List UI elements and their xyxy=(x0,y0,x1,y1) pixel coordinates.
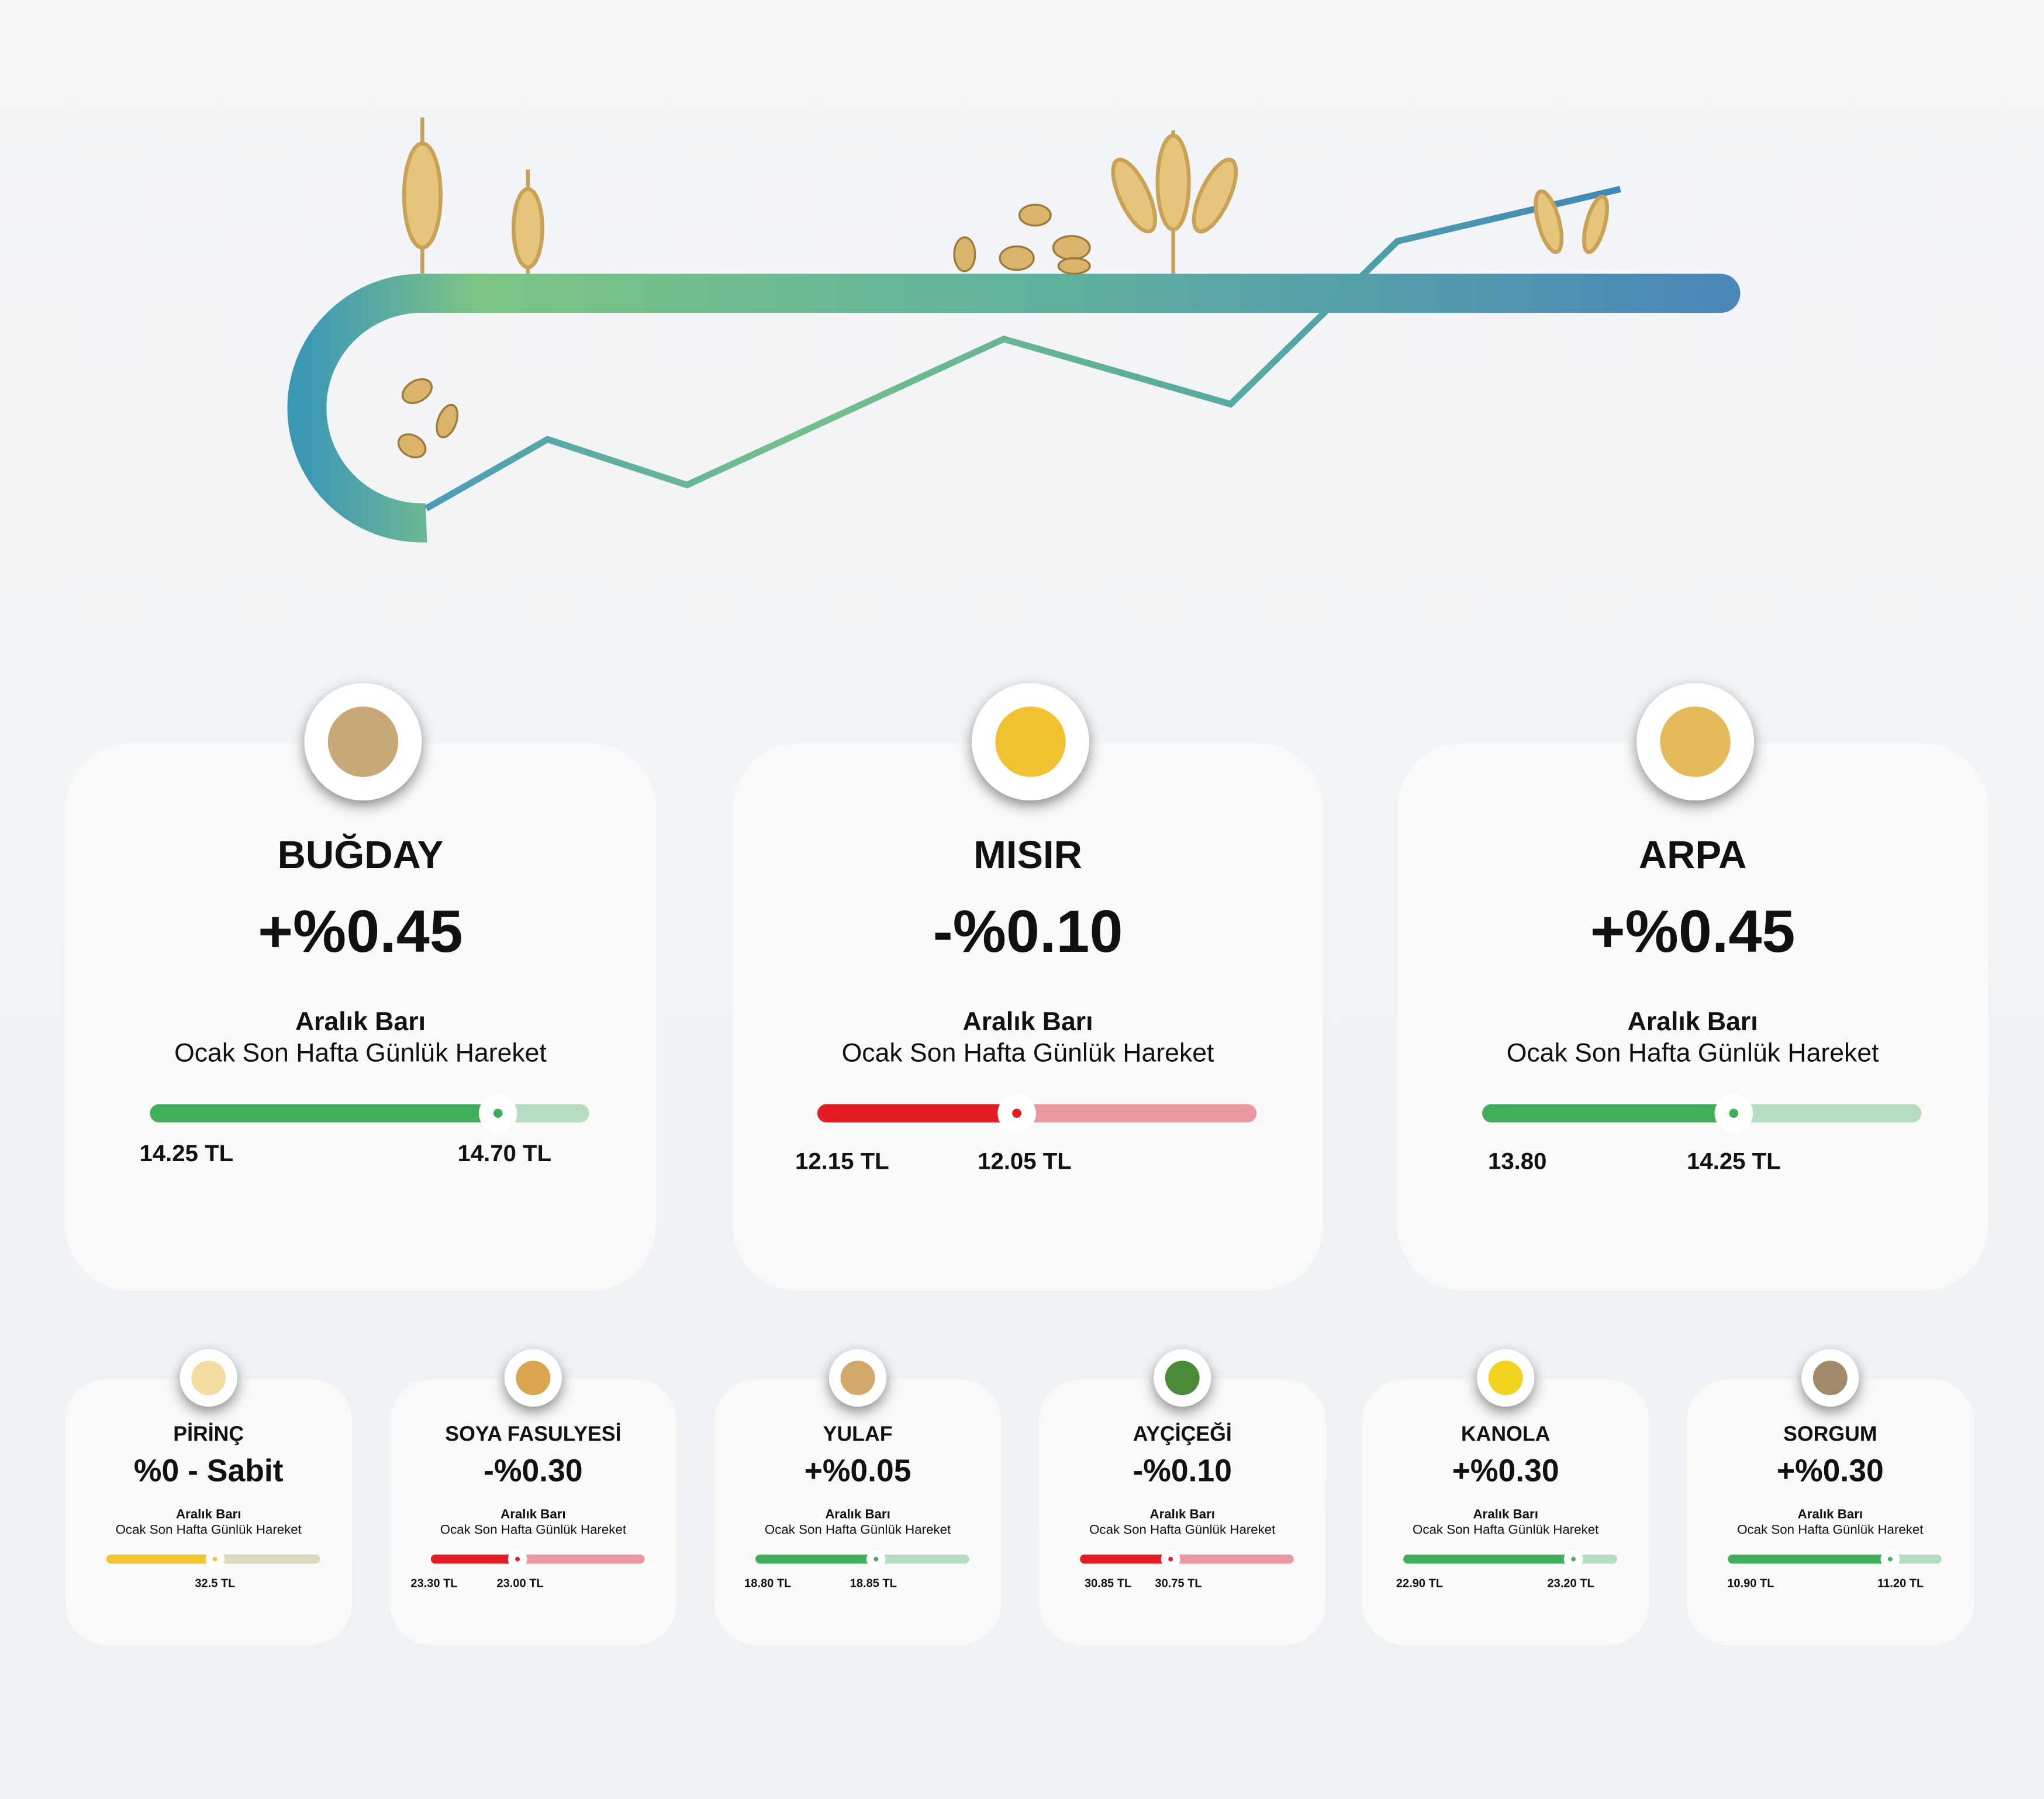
range-subtitle: Ocak Son Hafta Günlük Hareket xyxy=(1507,1039,1879,1068)
change-percent: +%0.05 xyxy=(805,1454,911,1489)
commodity-name: SOYA FASULYESİ xyxy=(445,1422,621,1445)
range-knob-dot xyxy=(1168,1556,1173,1562)
card-background xyxy=(1397,743,1988,1291)
range-price: 14.25 TL xyxy=(1687,1148,1781,1174)
range-title: Aralık Barı xyxy=(1473,1507,1538,1521)
range-price: 22.90 TL xyxy=(1396,1577,1443,1590)
change-percent: +%0.30 xyxy=(1777,1454,1884,1489)
card-background xyxy=(1362,1379,1649,1645)
card-background xyxy=(65,1379,352,1645)
card-icon-image xyxy=(1488,1361,1523,1396)
price-card: ARPA +%0.45 Aralık Barı Ocak Son Hafta Günl… xyxy=(1397,683,1988,1291)
range-title: Aralık Barı xyxy=(176,1507,241,1521)
range-price: 14.25 TL xyxy=(140,1140,234,1166)
card-icon-image xyxy=(840,1361,875,1396)
card-background xyxy=(1038,1379,1326,1645)
range-price: 12.05 TL xyxy=(978,1148,1072,1174)
range-subtitle: Ocak Son Hafta Günlük Hareket xyxy=(765,1522,951,1537)
range-title: Aralık Barı xyxy=(1628,1007,1758,1036)
decorative-line xyxy=(424,185,1621,512)
range-knob-dot xyxy=(1012,1109,1021,1118)
card-icon-image xyxy=(191,1361,226,1396)
range-price: 11.20 TL xyxy=(1877,1577,1924,1590)
change-percent: %0 - Sabit xyxy=(134,1454,284,1489)
range-price: 18.85 TL xyxy=(850,1577,897,1590)
range-subtitle: Ocak Son Hafta Günlük Hareket xyxy=(116,1522,302,1537)
range-price: 10.90 TL xyxy=(1727,1577,1774,1590)
range-subtitle: Ocak Son Hafta Günlük Hareket xyxy=(842,1039,1214,1068)
range-knob-dot xyxy=(515,1556,520,1562)
range-title: Aralık Barı xyxy=(1150,1507,1215,1521)
commodity-name: PİRİNÇ xyxy=(173,1422,244,1445)
range-subtitle: Ocak Son Hafta Günlük Hareket xyxy=(174,1039,547,1068)
range-knob-dot xyxy=(1888,1556,1893,1562)
card-background xyxy=(65,743,656,1291)
range-knob-dot xyxy=(212,1556,217,1562)
card-icon-image xyxy=(1165,1361,1200,1396)
range-subtitle: Ocak Son Hafta Günlük Hareket xyxy=(1089,1522,1276,1537)
range-price: 32.5 TL xyxy=(195,1577,235,1590)
range-price: 30.75 TL xyxy=(1155,1577,1201,1590)
change-percent: +%0.30 xyxy=(1452,1454,1559,1489)
header-illustration xyxy=(287,117,1741,543)
range-title: Aralık Barı xyxy=(295,1007,426,1036)
range-knob-dot xyxy=(1729,1109,1739,1118)
card-icon-image xyxy=(1660,706,1731,777)
change-percent: -%0.10 xyxy=(1133,1454,1232,1489)
range-price: 23.30 TL xyxy=(410,1577,457,1590)
card-icon-image xyxy=(516,1361,551,1396)
range-title: Aralık Barı xyxy=(1798,1507,1863,1521)
card-background xyxy=(1687,1379,1974,1645)
decorative-band xyxy=(287,274,1721,543)
range-subtitle: Ocak Son Hafta Günlük Hareket xyxy=(1737,1522,1924,1537)
price-card: BUĞDAY +%0.45 Aralık Barı Ocak Son Hafta Gü… xyxy=(65,683,656,1291)
range-price: 23.00 TL xyxy=(496,1577,543,1590)
card-background xyxy=(389,1379,677,1645)
commodity-name: KANOLA xyxy=(1461,1422,1551,1445)
range-price: 18.80 TL xyxy=(744,1577,791,1590)
commodity-name: MISIR xyxy=(973,833,1082,877)
range-knob-dot xyxy=(873,1556,879,1562)
change-percent: -%0.30 xyxy=(484,1454,583,1489)
range-subtitle: Ocak Son Hafta Günlük Hareket xyxy=(1413,1522,1599,1537)
price-card: MISIR -%0.10 Aralık Barı Ocak Son Hafta Gün… xyxy=(733,683,1324,1291)
commodity-name: BUĞDAY xyxy=(278,833,444,877)
card-icon-image xyxy=(327,706,399,777)
change-percent: +%0.45 xyxy=(258,897,463,965)
change-percent: +%0.45 xyxy=(1590,897,1796,965)
card-background xyxy=(733,743,1324,1291)
card-background xyxy=(714,1379,1002,1645)
commodity-name: SORGUM xyxy=(1783,1422,1877,1445)
card-icon-image xyxy=(1812,1361,1848,1396)
card-icon-image xyxy=(995,706,1066,777)
range-title: Aralık Barı xyxy=(500,1507,565,1521)
commodity-name: YULAF xyxy=(823,1422,893,1445)
range-price: 23.20 TL xyxy=(1548,1577,1594,1590)
range-price: 13.80 xyxy=(1488,1148,1546,1174)
range-title: Aralık Barı xyxy=(963,1007,1093,1036)
commodity-name: ARPA xyxy=(1639,833,1747,877)
range-knob-dot xyxy=(493,1109,503,1118)
grains xyxy=(397,203,1091,458)
range-price: 12.15 TL xyxy=(795,1148,889,1174)
commodity-name: AYÇİÇEĞİ xyxy=(1133,1422,1232,1445)
wheat xyxy=(402,117,1610,274)
range-knob-dot xyxy=(1571,1556,1576,1562)
range-title: Aralık Barı xyxy=(825,1507,890,1521)
range-subtitle: Ocak Son Hafta Günlük Hareket xyxy=(440,1522,627,1537)
range-price: 30.85 TL xyxy=(1085,1577,1131,1590)
range-price: 14.70 TL xyxy=(458,1140,552,1166)
change-percent: -%0.10 xyxy=(933,897,1123,965)
